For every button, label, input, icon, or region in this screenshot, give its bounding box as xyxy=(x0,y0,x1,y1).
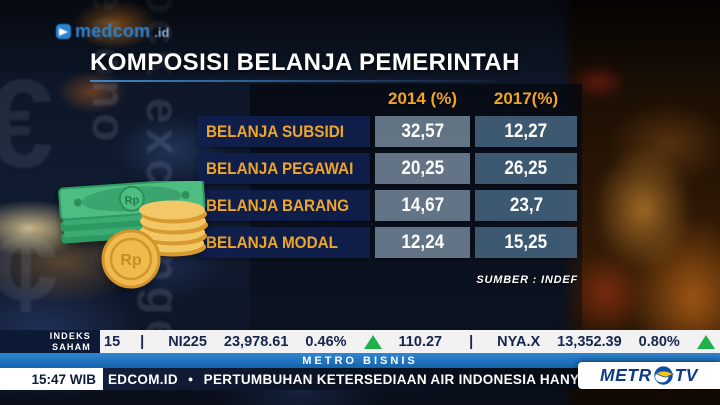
metrotv-logo: METR TV xyxy=(578,362,720,389)
coin-rp-label: Rp xyxy=(120,252,142,269)
ticker-symbol: NI225 xyxy=(168,333,207,350)
table-header-row: 2014 (%) 2017(%) xyxy=(197,89,577,109)
page-title: KOMPOSISI BELANJA PEMERINTAH xyxy=(90,49,520,76)
value-2014-cell: 12,24 xyxy=(375,227,470,258)
ticker-price: 23,978.61 xyxy=(223,333,289,350)
row-label: BELANJA BARANG xyxy=(206,195,350,215)
row-label: BELANJA MODAL xyxy=(206,232,339,252)
ticker-symbol: NYA.X xyxy=(497,333,541,350)
column-header-2014: 2014 (%) xyxy=(388,89,457,108)
ticker-separator: | xyxy=(469,333,474,350)
table-row: BELANJA SUBSIDI 32,57 12,27 xyxy=(197,116,577,147)
metrotv-logo-text-right: TV xyxy=(674,365,698,385)
value-2014-cell: 14,67 xyxy=(375,190,470,221)
row-label: BELANJA SUBSIDI xyxy=(206,121,345,141)
program-title-bar: METRO BISNIS xyxy=(0,353,720,368)
table-row: BELANJA MODAL 12,24 15,25 xyxy=(197,227,577,258)
value-2017: 12,27 xyxy=(504,120,548,142)
cent-watermark-glyph: ¢ xyxy=(0,198,60,337)
news-ticker-bar: EDCOM.ID ● PERTUMBUHAN KETERSEDIAAN AIR … xyxy=(0,362,720,390)
ticker-label-line2: SAHAM xyxy=(52,341,91,352)
column-header-2017: 2017(%) xyxy=(493,89,559,108)
medcom-logo-suffix: .id xyxy=(154,25,170,40)
table-row: BELANJA PEGAWAI 20,25 26,25 xyxy=(197,153,577,184)
value-2017: 26,25 xyxy=(504,157,548,179)
source-credit: SUMBER : INDEF xyxy=(476,274,578,286)
up-triangle-icon xyxy=(363,334,382,349)
value-2014: 14,67 xyxy=(401,194,444,216)
value-2014: 32,57 xyxy=(401,120,444,142)
rupiah-money-illustration: Rp Rp xyxy=(54,178,216,299)
value-2017: 15,25 xyxy=(504,231,548,253)
value-2017-cell: 12,27 xyxy=(475,116,577,147)
medcom-icon xyxy=(56,24,71,39)
clock-time: 15:47 WIB xyxy=(31,371,96,387)
row-label-cell: BELANJA MODAL xyxy=(197,227,370,258)
ticker-change: 110.27 xyxy=(398,333,443,350)
stock-ticker-strip: 15 | NI225 23,978.61 0.46% 110.27 | NYA.… xyxy=(100,330,720,353)
ticker-percent: 0.46% xyxy=(305,333,347,350)
up-triangle-icon xyxy=(696,334,715,349)
row-label: BELANJA PEGAWAI xyxy=(206,158,354,178)
news-headline: PERTUMBUHAN KETERSEDIAAN AIR INDONESIA H… xyxy=(203,371,612,387)
ticker-label-line1: INDEKS xyxy=(49,331,91,342)
ticker-price: 13,352.39 xyxy=(557,333,622,350)
value-2017-cell: 26,25 xyxy=(475,153,577,184)
medcom-logo-text: medcom xyxy=(75,21,151,41)
medcom-logo: medcom .id xyxy=(56,21,169,42)
news-fragment: EDCOM.ID xyxy=(108,371,178,387)
row-label-cell: BELANJA SUBSIDI xyxy=(197,116,370,147)
title-underline xyxy=(90,80,494,82)
ticker-percent: 0.80% xyxy=(638,333,680,350)
banknote-rp-label: Rp xyxy=(124,194,140,207)
row-label-cell: BELANJA PEGAWAI xyxy=(197,153,370,184)
ticker-separator: | xyxy=(140,333,145,350)
spending-table: 2014 (%) 2017(%) BELANJA SUBSIDI 32,57 1… xyxy=(197,89,577,264)
header-spacer xyxy=(197,89,370,109)
program-title: METRO BISNIS xyxy=(302,354,418,367)
metrotv-logo-text-left: METR xyxy=(600,365,652,385)
ticker-fragment: 15 xyxy=(104,333,121,350)
row-label-cell: BELANJA BARANG xyxy=(197,190,370,221)
metrotv-globe-icon xyxy=(653,366,674,385)
table-row: BELANJA BARANG 14,67 23,7 xyxy=(197,190,577,221)
bullet-icon: ● xyxy=(187,374,194,384)
value-2014-cell: 20,25 xyxy=(375,153,470,184)
money-graphic: Rp Rp xyxy=(58,178,208,289)
value-2017-cell: 15,25 xyxy=(475,227,577,258)
value-2017: 23,7 xyxy=(509,194,543,216)
value-2017-cell: 23,7 xyxy=(475,190,577,221)
value-2014: 12,24 xyxy=(401,231,444,253)
stock-ticker-label: INDEKS SAHAM xyxy=(0,330,100,353)
stock-index-ticker: INDEKS SAHAM 15 | NI225 23,978.61 0.46% … xyxy=(0,330,720,353)
value-2014: 20,25 xyxy=(401,157,444,179)
euro-watermark-glyph: € xyxy=(0,55,54,194)
clock: 15:47 WIB xyxy=(0,368,103,390)
news-ticker-text: EDCOM.ID ● PERTUMBUHAN KETERSEDIAAN AIR … xyxy=(108,368,612,390)
value-2014-cell: 32,57 xyxy=(375,116,470,147)
